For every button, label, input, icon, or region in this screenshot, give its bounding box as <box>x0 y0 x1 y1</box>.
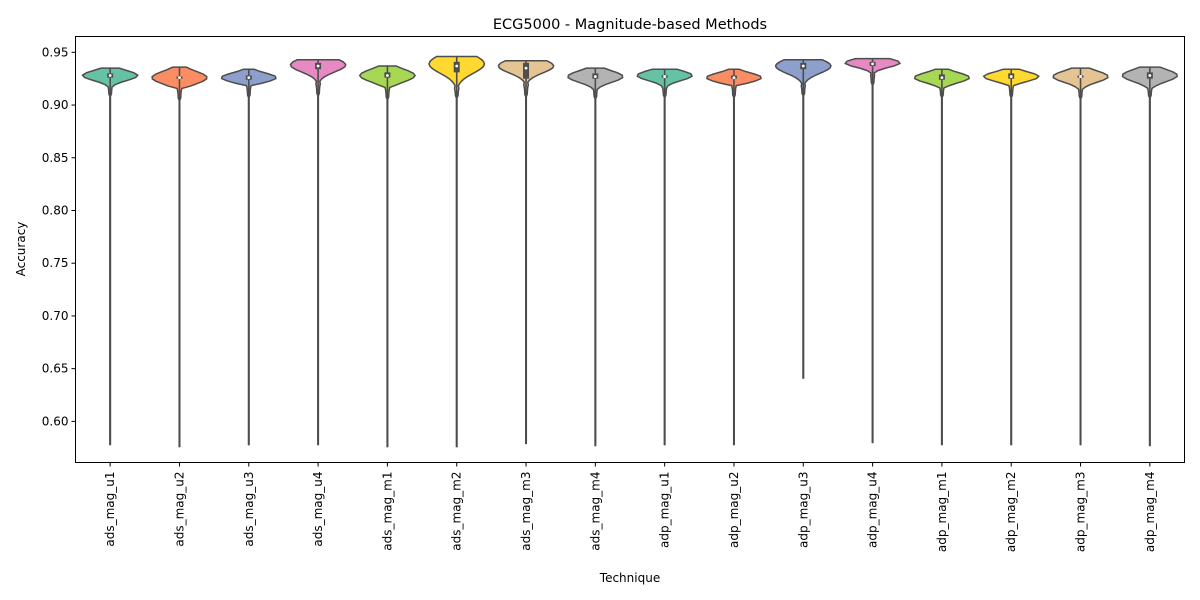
plot-area <box>81 55 1178 448</box>
plot-frame <box>75 36 1185 463</box>
x-tick-label: ads_mag_m3 <box>519 472 533 551</box>
violin-median <box>593 75 597 78</box>
x-axis-title: Technique <box>599 571 660 585</box>
violin-adp_mag_m1 <box>913 68 970 446</box>
x-tick-label: adp_mag_u4 <box>866 472 880 549</box>
violin-adp_mag_u3 <box>774 58 832 379</box>
violin-ads_mag_u1 <box>81 67 139 446</box>
y-tick-label: 0.60 <box>42 414 69 428</box>
x-tick-label: adp_mag_u1 <box>658 472 672 549</box>
y-tick-label: 0.80 <box>42 203 69 217</box>
violin-ads_mag_u2 <box>151 66 208 448</box>
chart-title: ECG5000 - Magnitude-based Methods <box>493 17 767 33</box>
y-tick-label: 0.65 <box>42 362 69 376</box>
y-tick-label: 0.75 <box>42 256 69 270</box>
x-tick-label: ads_mag_m1 <box>380 472 394 551</box>
violin-adp_mag_m2 <box>982 68 1040 446</box>
violin-adp_mag_u4 <box>844 57 901 444</box>
violin-median <box>1009 75 1013 78</box>
violin-median <box>386 74 389 77</box>
x-tick-label: ads_mag_u1 <box>103 472 117 547</box>
violin-median <box>108 74 112 77</box>
x-tick-label: ads_mag_u4 <box>311 472 325 547</box>
violin-median <box>524 66 528 70</box>
x-tick-label: adp_mag_u2 <box>727 472 741 549</box>
violin-ads_mag_m1 <box>358 65 416 448</box>
violin-ads_mag_u3 <box>220 68 277 446</box>
violin-ads_mag_m3 <box>497 60 555 445</box>
y-tick-label: 0.90 <box>42 98 69 112</box>
violin-median <box>1148 74 1152 77</box>
violin-median <box>940 76 944 80</box>
violin-iqr-box <box>523 62 530 79</box>
violin-median <box>1079 75 1082 78</box>
violin-median <box>663 75 667 78</box>
x-tick-label: adp_mag_m4 <box>1143 472 1157 553</box>
x-tick-label: adp_mag_m2 <box>1004 472 1018 553</box>
y-tick-label: 0.70 <box>42 309 69 323</box>
y-tick-label: 0.85 <box>42 151 69 165</box>
violin-adp_mag_u1 <box>636 68 693 446</box>
x-tick-label: adp_mag_m1 <box>935 472 949 553</box>
x-tick-label: ads_mag_u3 <box>242 472 256 547</box>
violin-median <box>316 64 320 68</box>
x-tick-label: ads_mag_u2 <box>172 472 186 547</box>
violin-ads_mag_u4 <box>289 58 347 446</box>
x-tick-label: ads_mag_m4 <box>588 472 602 551</box>
violin-median <box>801 64 805 68</box>
y-axis-title: Accuracy <box>14 222 28 277</box>
violin-median <box>455 64 459 68</box>
x-tick-label: adp_mag_u3 <box>796 472 810 549</box>
violin-adp_mag_m4 <box>1121 66 1178 447</box>
violin-median <box>247 76 251 80</box>
y-axis: 0.60 0.65 0.70 0.75 0.80 0.85 0.90 0.95 <box>42 45 76 428</box>
x-axis: ads_mag_u1 ads_mag_u2 ads_mag_u3 ads_mag_u4… <box>103 462 1157 553</box>
x-tick-label: adp_mag_m3 <box>1074 472 1088 553</box>
violin-median <box>178 76 181 80</box>
violin-median <box>732 76 736 80</box>
violin-ads_mag_m4 <box>567 67 624 447</box>
x-tick-label: ads_mag_m2 <box>450 472 464 551</box>
violin-adp_mag_m3 <box>1052 67 1109 446</box>
violin-median <box>871 62 874 66</box>
violin-adp_mag_u2 <box>706 68 762 446</box>
y-tick-label: 0.95 <box>42 45 69 59</box>
violin-ads_mag_m2 <box>428 55 486 448</box>
